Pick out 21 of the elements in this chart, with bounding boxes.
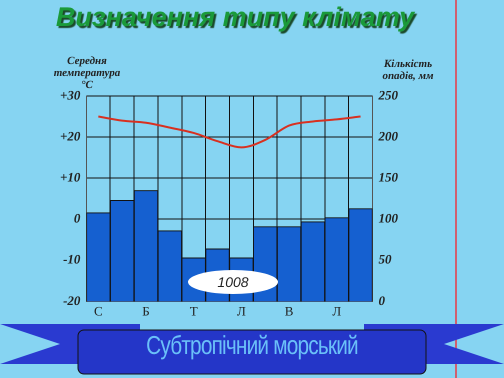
y2-tick-label: 250 xyxy=(378,87,398,102)
x-tick-label: Л xyxy=(332,304,342,319)
line-series xyxy=(97,116,362,148)
chart-title: Визначення типу клімату xyxy=(54,2,416,33)
y2-tick-label: 200 xyxy=(378,128,398,144)
y-tick-label: -10 xyxy=(63,252,81,267)
x-tick-label: В xyxy=(284,304,294,319)
y-tick-label: 0 xyxy=(74,210,81,226)
x-tick-label: Б xyxy=(142,304,150,319)
y2-tick-label: 100 xyxy=(378,210,398,226)
x-tick-label: Т xyxy=(190,304,198,319)
y-tick-label: +10 xyxy=(60,170,81,185)
x-tick-label: С xyxy=(94,304,103,319)
y-tick-label: -20 xyxy=(63,292,81,308)
text: Субтропічний морський xyxy=(145,330,359,361)
y2-tick-label: 50 xyxy=(378,252,392,267)
y2-tick-label: 0 xyxy=(378,292,386,308)
y2-axis-title: Кількість опадів, мм xyxy=(381,58,435,82)
y2-tick-label: 150 xyxy=(378,170,398,185)
x-tick-label: Л xyxy=(236,304,246,319)
y-tick-label: +20 xyxy=(60,128,81,144)
